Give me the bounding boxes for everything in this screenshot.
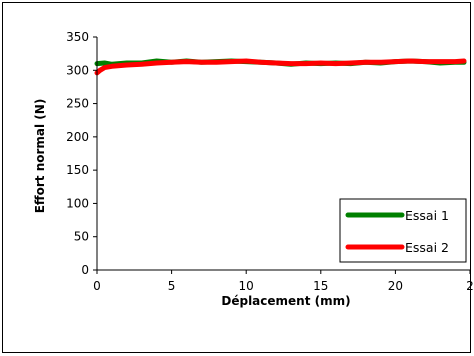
y-tick-label-7: 350: [66, 30, 89, 44]
legend-box: [339, 198, 467, 263]
y-tick-label-4: 200: [66, 130, 89, 144]
x-tick-label-4: 20: [388, 279, 403, 293]
y-tick-label-2: 100: [66, 196, 89, 210]
y-tick-label-5: 250: [66, 97, 89, 111]
y-axis-title: Effort normal (N): [33, 99, 47, 214]
x-tick-label-3: 15: [313, 279, 328, 293]
x-tick-label-5: 2: [466, 279, 474, 293]
y-tick-label-0: 0: [81, 263, 89, 277]
x-tick-label-2: 10: [239, 279, 254, 293]
legend-label-1: Essai 1: [405, 208, 449, 223]
x-tick-label-1: 5: [168, 279, 176, 293]
series-line-2: [94, 58, 467, 76]
y-tick-label-3: 150: [66, 163, 89, 177]
y-tick-label-6: 300: [66, 63, 89, 77]
legend-label-2: Essai 2: [405, 240, 449, 255]
legend: Essai 1 Essai 2: [339, 198, 467, 263]
x-axis-title: Déplacement (mm): [221, 294, 350, 308]
y-tick-label-1: 50: [74, 230, 89, 244]
x-tick-label-0: 0: [93, 279, 101, 293]
